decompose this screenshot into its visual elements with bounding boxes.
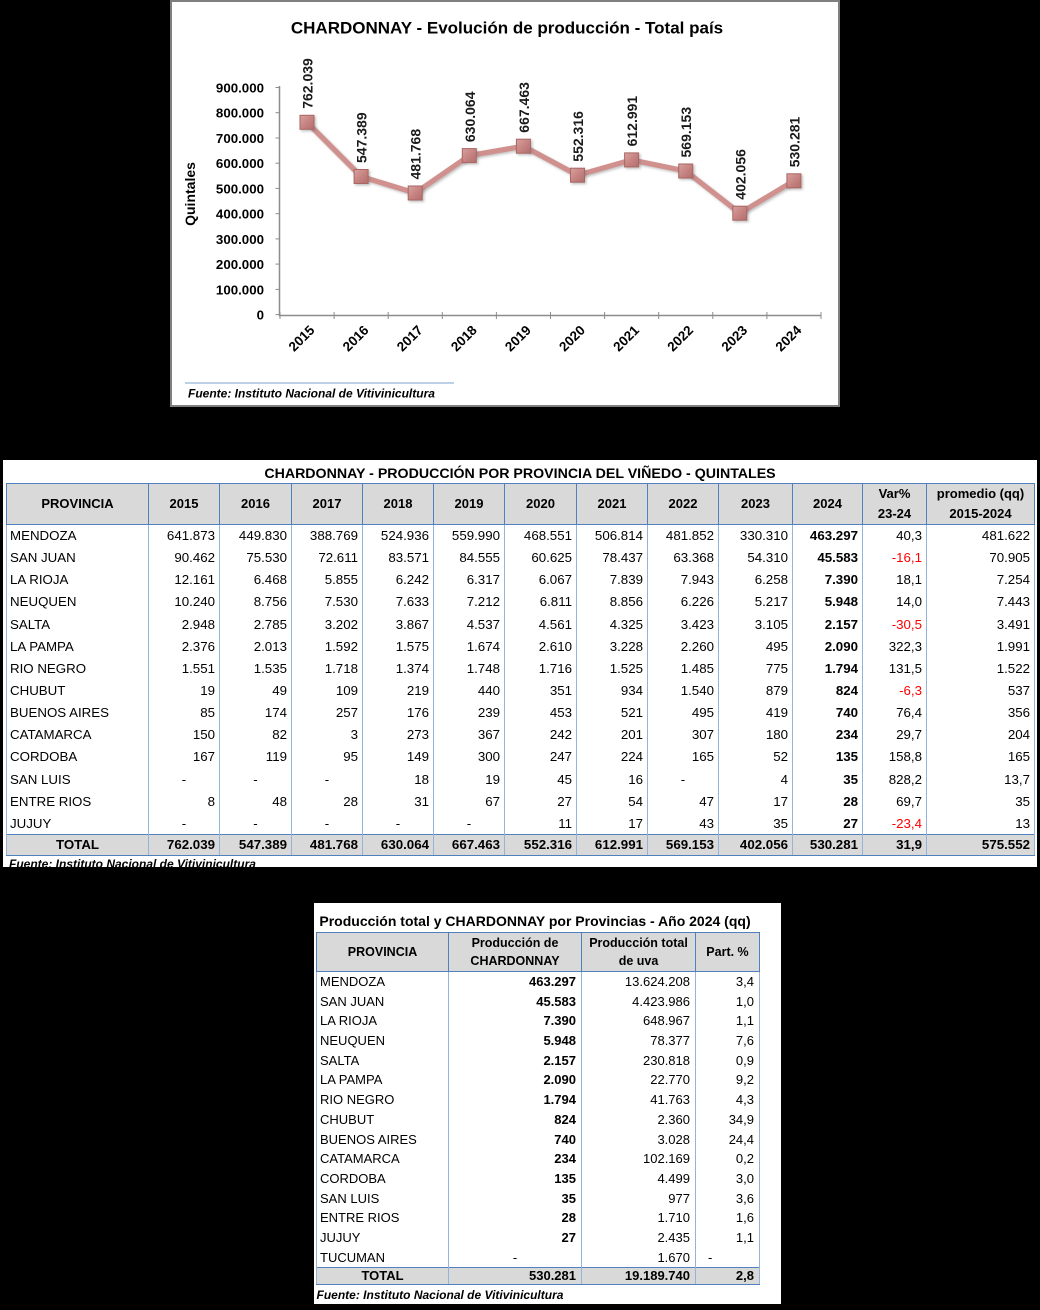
svg-text:552.316: 552.316 bbox=[570, 111, 586, 162]
svg-text:400.000: 400.000 bbox=[216, 207, 264, 222]
svg-text:0: 0 bbox=[257, 308, 264, 323]
svg-text:481.768: 481.768 bbox=[408, 129, 424, 180]
svg-text:2015: 2015 bbox=[286, 322, 318, 354]
svg-text:600.000: 600.000 bbox=[216, 156, 264, 171]
svg-text:CHARDONNAY - Evolución de prod: CHARDONNAY - Evolución de producción - T… bbox=[291, 19, 723, 38]
svg-text:2019: 2019 bbox=[502, 323, 534, 355]
svg-text:Fuente: Instituto Nacional de: Fuente: Instituto Nacional de Vitivinicu… bbox=[188, 387, 435, 401]
svg-text:700.000: 700.000 bbox=[216, 131, 264, 146]
svg-text:2016: 2016 bbox=[340, 322, 372, 354]
svg-text:200.000: 200.000 bbox=[216, 257, 264, 272]
svg-text:612.991: 612.991 bbox=[624, 96, 640, 147]
svg-text:2023: 2023 bbox=[718, 322, 750, 354]
svg-text:569.153: 569.153 bbox=[678, 107, 694, 158]
svg-text:800.000: 800.000 bbox=[216, 106, 264, 121]
svg-text:2018: 2018 bbox=[448, 322, 480, 354]
svg-text:100.000: 100.000 bbox=[216, 282, 264, 297]
svg-text:Quintales: Quintales bbox=[182, 162, 198, 226]
svg-text:2021: 2021 bbox=[610, 322, 642, 354]
svg-text:2017: 2017 bbox=[394, 323, 426, 355]
svg-text:667.463: 667.463 bbox=[516, 82, 532, 133]
svg-text:2022: 2022 bbox=[664, 323, 696, 355]
svg-text:300.000: 300.000 bbox=[216, 232, 264, 247]
svg-text:630.064: 630.064 bbox=[462, 91, 478, 142]
svg-text:900.000: 900.000 bbox=[216, 80, 264, 95]
svg-text:2020: 2020 bbox=[556, 323, 588, 355]
svg-text:500.000: 500.000 bbox=[216, 181, 264, 196]
svg-text:2024: 2024 bbox=[773, 322, 805, 354]
svg-text:530.281: 530.281 bbox=[786, 116, 802, 167]
svg-text:547.389: 547.389 bbox=[354, 112, 370, 163]
svg-text:402.056: 402.056 bbox=[732, 149, 748, 200]
svg-text:762.039: 762.039 bbox=[300, 58, 316, 109]
